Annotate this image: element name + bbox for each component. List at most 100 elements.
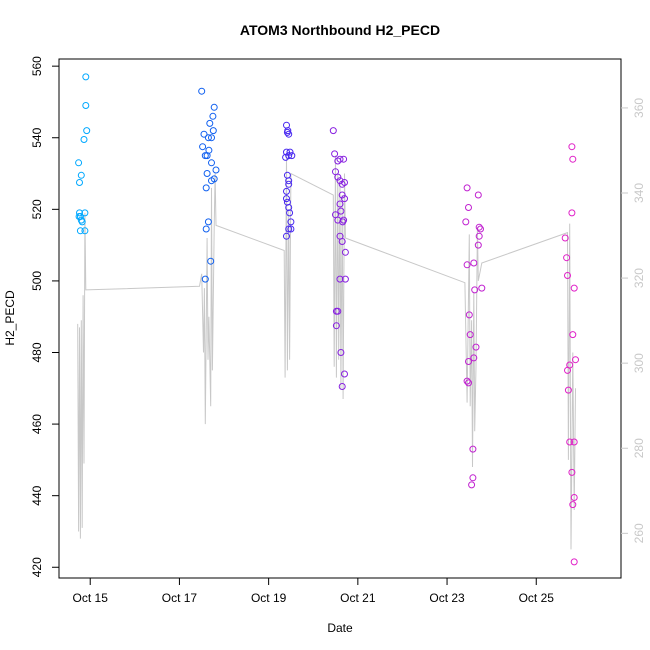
data-point [81, 227, 89, 235]
y-tick-label: 520 [30, 199, 44, 219]
data-point [205, 146, 213, 154]
data-point [462, 218, 470, 226]
data-point [564, 272, 571, 279]
data-point [329, 127, 337, 135]
y-tick-label: 500 [30, 271, 44, 291]
data-point [200, 130, 208, 138]
y-tick-label: 480 [30, 342, 44, 362]
data-point [474, 191, 482, 199]
data-point [563, 254, 571, 262]
data-point [341, 195, 348, 203]
data-point [561, 234, 569, 242]
y2-tick-label: 260 [632, 523, 646, 543]
data-point [478, 284, 486, 292]
data-point [77, 171, 85, 179]
data-point [569, 501, 577, 509]
data-point [471, 286, 479, 294]
x-axis-label: Date [327, 621, 353, 635]
y-axis-label: H2_PECD [3, 290, 17, 346]
data-point [465, 358, 472, 365]
y-tick-label: 420 [30, 557, 44, 577]
data-point [283, 232, 290, 240]
data-point [76, 227, 84, 235]
data-point [568, 209, 576, 217]
data-point [336, 177, 344, 185]
data-point [203, 170, 211, 177]
data-point [336, 200, 344, 208]
data-point [568, 468, 576, 476]
data-point [341, 179, 348, 186]
data-point [463, 261, 471, 269]
y2-tick-label: 360 [632, 98, 646, 118]
data-point [198, 87, 206, 95]
data-point [338, 238, 346, 245]
data-point [212, 166, 220, 174]
data-point [470, 259, 478, 267]
data-point [201, 275, 209, 283]
data-point [340, 216, 348, 224]
data-point [331, 150, 339, 158]
data-point [572, 356, 579, 364]
x-tick-label: Oct 15 [73, 591, 109, 605]
data-point [338, 180, 346, 188]
data-point [469, 445, 477, 453]
data-point [474, 241, 482, 249]
data-point [202, 225, 210, 233]
data-point [470, 354, 478, 362]
data-point [210, 103, 218, 111]
y-tick-label: 560 [30, 56, 44, 76]
data-point [76, 209, 83, 217]
data-point [204, 134, 212, 142]
data-point [204, 218, 212, 226]
data-point [568, 143, 576, 151]
y2-tick-label: 280 [632, 438, 646, 458]
data-point [82, 73, 90, 81]
data-point [206, 119, 214, 127]
data-point [199, 143, 207, 151]
data-point [283, 148, 290, 156]
data-point [288, 152, 296, 160]
data-point [338, 383, 346, 390]
data-point [475, 223, 483, 231]
plot-frame [58, 58, 622, 579]
data-point [469, 474, 477, 482]
data-point [285, 152, 293, 160]
y-tick-label: 440 [30, 485, 44, 505]
y2-tick-label: 340 [632, 183, 646, 203]
data-point [283, 195, 290, 203]
x-tick-label: Oct 21 [340, 591, 376, 605]
data-point [286, 148, 294, 156]
y2-tick-label: 320 [632, 268, 646, 288]
x-tick-label: Oct 17 [162, 591, 198, 605]
data-point [210, 175, 218, 183]
data-point [466, 331, 474, 339]
data-point [564, 386, 572, 394]
chart-title: ATOM3 Northbound H2_PECD [240, 22, 440, 38]
data-point [337, 207, 345, 215]
data-point [570, 494, 578, 501]
data-point [332, 322, 340, 330]
data-point [338, 191, 346, 199]
data-point [341, 370, 348, 378]
data-point [570, 438, 578, 446]
plot-layer [75, 73, 579, 566]
y2-tick-label: 300 [632, 353, 646, 373]
data-point [334, 173, 342, 181]
data-point [465, 311, 473, 319]
data-point [336, 275, 344, 283]
data-point [207, 257, 215, 265]
data-point [287, 225, 295, 233]
data-point [202, 184, 210, 192]
data-point [287, 218, 295, 226]
data-point [569, 331, 577, 339]
data-point [336, 155, 344, 163]
data-point [465, 204, 472, 211]
data-point [477, 225, 484, 233]
data-point [286, 209, 294, 217]
data-point [468, 481, 476, 489]
data-point [285, 180, 293, 188]
data-point [209, 112, 217, 120]
data-point [75, 213, 83, 220]
data-point [285, 130, 293, 138]
data-point [209, 127, 217, 135]
